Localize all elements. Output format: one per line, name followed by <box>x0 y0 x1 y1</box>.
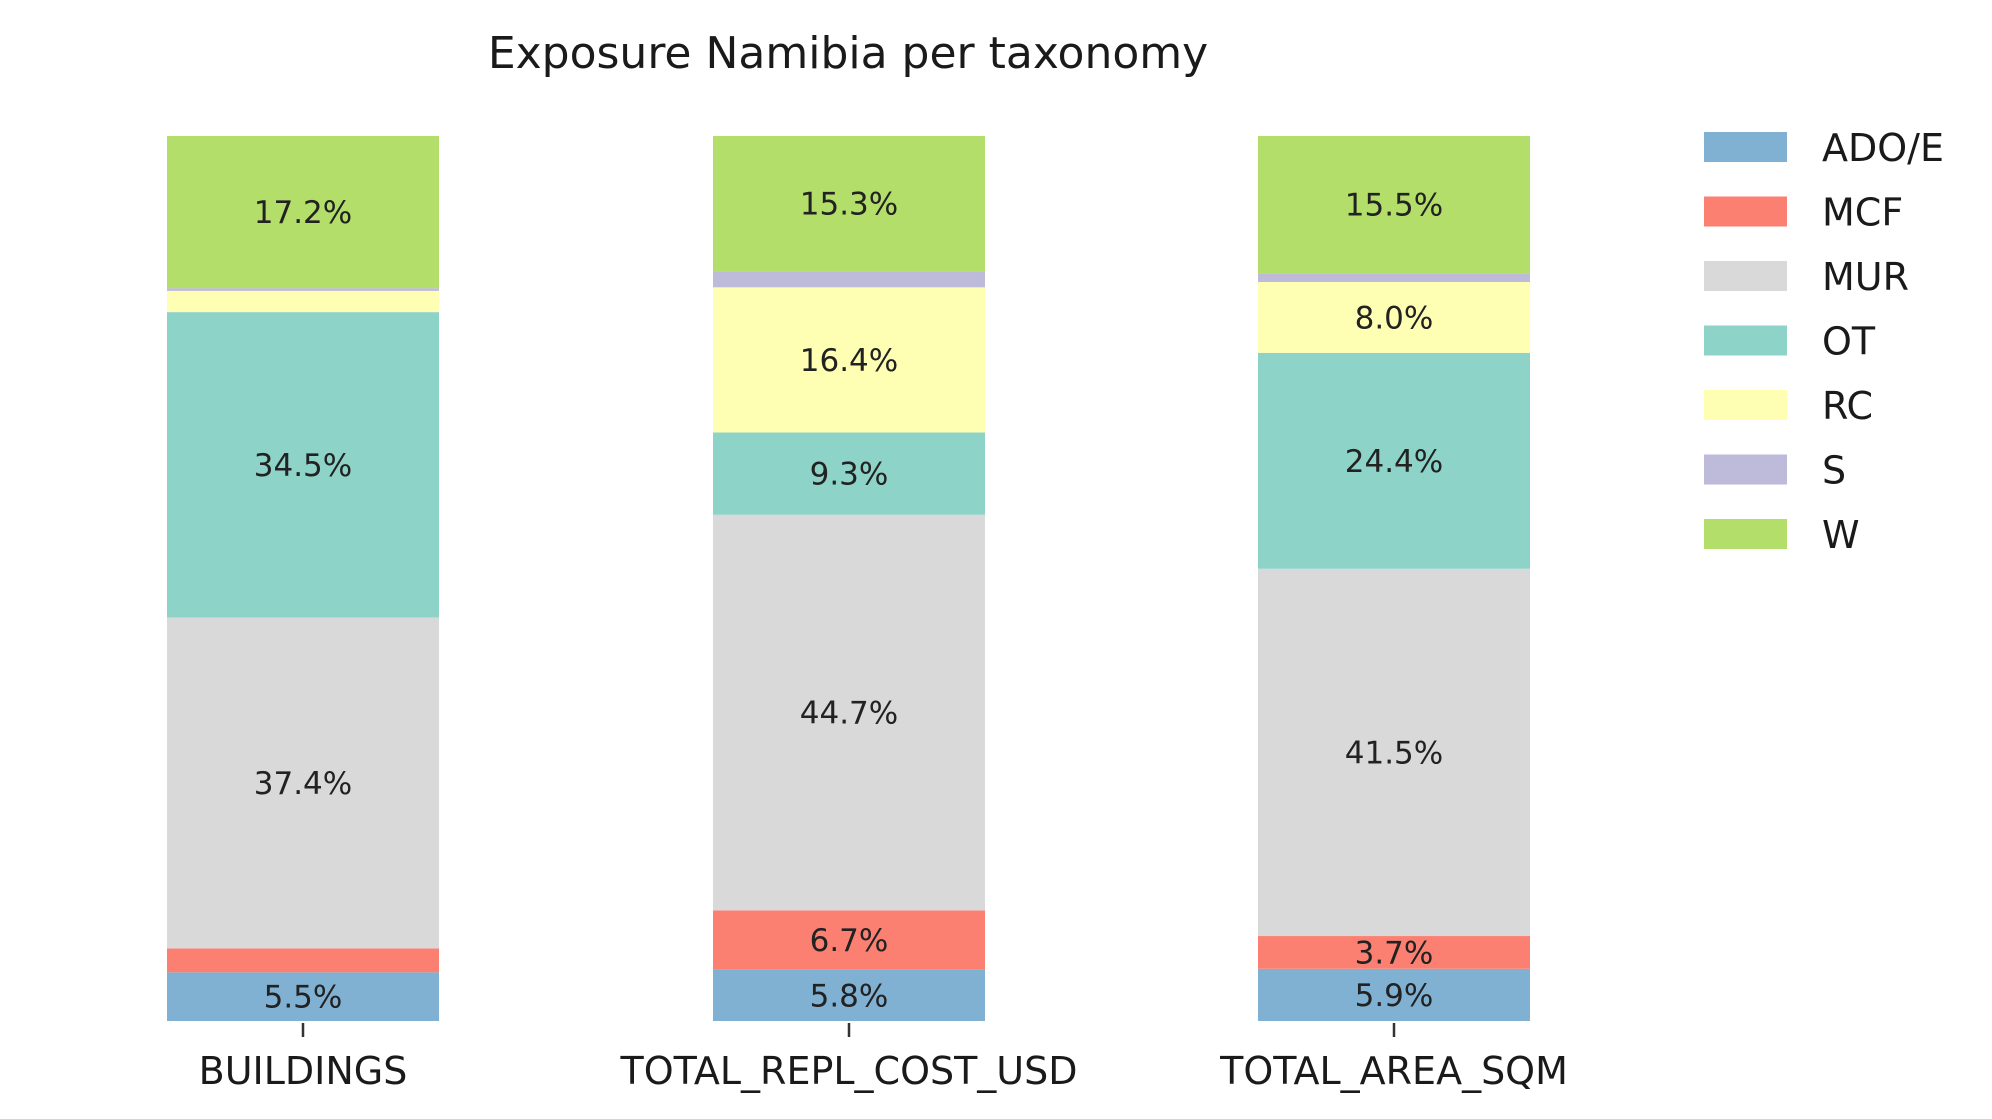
bar-total-repl-cost-usd-ado-e <box>713 969 985 1021</box>
bar-buildings-s <box>167 288 439 291</box>
legend-label-mcf: MCF <box>1822 191 1903 235</box>
legend-label-ado-e: ADO/E <box>1822 126 1944 170</box>
data-label-total-repl-cost-usd-mur: 44.7% <box>800 696 898 732</box>
bar-buildings-ado-e <box>167 972 439 1021</box>
legend-swatch-w <box>1704 519 1787 549</box>
data-label-total-repl-cost-usd-w: 15.3% <box>800 187 898 223</box>
legend-swatch-s <box>1704 454 1787 485</box>
bar-total-repl-cost-usd-mur <box>713 514 985 911</box>
data-label-total-repl-cost-usd-ado-e: 5.8% <box>810 978 889 1014</box>
data-label-total-area-sqm-rc: 8.0% <box>1355 300 1434 336</box>
bars-group: 5.5% 37.4% 34.5% 17.2% 5.8% 6.7% 44.7% 9.3% 16.4… <box>167 136 1530 1021</box>
bar-total-area-sqm-ot <box>1258 352 1530 569</box>
legend-label-s: S <box>1822 449 1846 493</box>
legend-label-w: W <box>1822 513 1860 557</box>
bar-total-repl-cost-usd-mcf <box>713 910 985 970</box>
x-tick-label-buildings: BUILDINGS <box>199 1049 408 1093</box>
legend-label-ot: OT <box>1822 320 1876 364</box>
data-label-total-area-sqm-mcf: 3.7% <box>1355 935 1434 971</box>
data-label-buildings-ado-e: 5.5% <box>264 980 343 1016</box>
legend-swatch-ot <box>1704 325 1787 356</box>
bar-total-area-sqm-mur <box>1258 568 1530 937</box>
data-label-total-repl-cost-usd-mcf: 6.7% <box>810 923 889 959</box>
bar-total-repl-cost-usd-rc <box>713 287 985 433</box>
bar-buildings-mcf <box>167 948 439 973</box>
legend: ADO/E MCF MUR OT RC SW <box>1704 126 1944 557</box>
bar-total-repl-cost-usd-ot <box>713 432 985 515</box>
legend-swatch-rc <box>1704 390 1787 420</box>
legend-swatch-mcf <box>1704 196 1787 227</box>
bar-total-area-sqm-ado-e <box>1258 968 1530 1021</box>
legend-label-rc: RC <box>1822 384 1873 428</box>
data-label-total-area-sqm-w: 15.5% <box>1345 188 1443 224</box>
legend-swatch-ado-e <box>1704 132 1787 162</box>
data-label-total-area-sqm-mur: 41.5% <box>1345 735 1443 771</box>
data-label-buildings-ot: 34.5% <box>254 448 352 484</box>
data-label-total-repl-cost-usd-rc: 16.4% <box>800 343 898 379</box>
data-label-buildings-mur: 37.4% <box>254 766 352 802</box>
bar-total-area-sqm-rc <box>1258 282 1530 353</box>
bar-total-repl-cost-usd-s <box>713 271 985 288</box>
x-tick-label-total-area-sqm: TOTAL_AREA_SQM <box>1219 1049 1568 1093</box>
bar-total-area-sqm-w <box>1258 136 1530 274</box>
data-label-total-repl-cost-usd-ot: 9.3% <box>810 457 889 493</box>
bar-total-area-sqm-mcf <box>1258 936 1530 969</box>
legend-label-mur: MUR <box>1822 255 1909 299</box>
bar-buildings-ot <box>167 312 439 618</box>
chart-title: Exposure Namibia per taxonomy <box>488 28 1208 79</box>
x-tick-label-total-repl-cost-usd: TOTAL_REPL_COST_USD <box>619 1049 1077 1093</box>
bar-buildings-w <box>167 136 439 289</box>
bar-total-area-sqm-s <box>1258 273 1530 283</box>
bar-buildings-mur <box>167 617 439 949</box>
bar-buildings-rc <box>167 290 439 313</box>
x-axis: BUILDINGS TOTAL_REPL_COST_USD TOTAL_AREA_S… <box>199 1023 1568 1093</box>
legend-swatch-mur <box>1704 261 1787 291</box>
bar-total-repl-cost-usd-w <box>713 136 985 272</box>
data-label-total-area-sqm-ot: 24.4% <box>1345 444 1443 480</box>
data-label-buildings-w: 17.2% <box>254 195 352 231</box>
data-label-total-area-sqm-ado-e: 5.9% <box>1355 978 1434 1014</box>
